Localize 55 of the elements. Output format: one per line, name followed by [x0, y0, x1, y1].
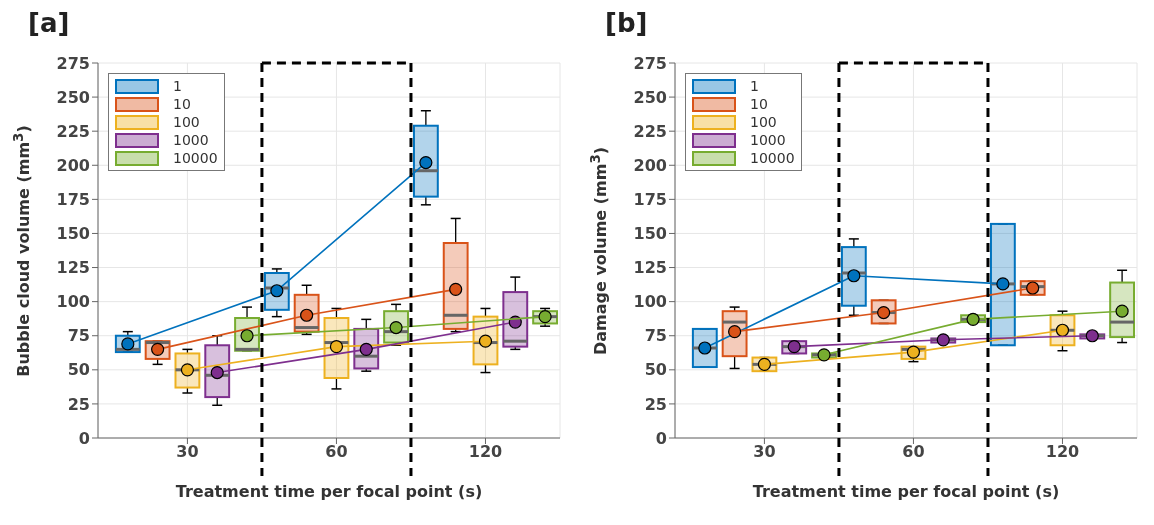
legend-label: 10000 — [173, 150, 218, 166]
y-tick-label: 225 — [633, 121, 667, 141]
point — [419, 155, 433, 170]
y-tick-label: 150 — [633, 224, 667, 244]
chart-title: [a] — [28, 8, 70, 38]
y-tick-label: 200 — [633, 155, 667, 175]
point — [1085, 329, 1099, 343]
legend-label: 1000 — [750, 132, 786, 148]
x-tick-label: 30 — [176, 442, 199, 462]
y-tick-label: 25 — [644, 394, 667, 414]
y-tick-label: 175 — [56, 190, 90, 210]
legend-label: 10 — [750, 96, 768, 112]
x-tick-label: 120 — [1045, 442, 1080, 462]
point — [1115, 304, 1129, 318]
y-tick-label: 0 — [655, 428, 667, 448]
y-tick-label: 275 — [633, 53, 667, 73]
y-tick-label: 125 — [56, 258, 90, 278]
point — [996, 277, 1010, 291]
x-axis-title: Treatment time per focal point (s) — [751, 482, 1061, 501]
point — [449, 282, 463, 296]
y-tick-label: 150 — [56, 224, 90, 244]
point — [936, 333, 950, 347]
legend-label: 100 — [750, 114, 777, 130]
y-tick-label: 250 — [633, 87, 667, 107]
y-tick-label: 125 — [633, 258, 667, 278]
legend-label: 1 — [750, 78, 759, 94]
point — [329, 340, 344, 354]
point — [966, 312, 980, 326]
x-tick-label: 120 — [468, 442, 503, 462]
y-tick-label: 100 — [56, 292, 90, 312]
legend-label: 10 — [173, 96, 191, 112]
y-tick-label: 50 — [67, 360, 90, 380]
y-tick-label: 250 — [56, 87, 90, 107]
y-tick-label: 275 — [56, 53, 90, 73]
x-tick-label: 60 — [902, 442, 925, 462]
y-tick-label: 200 — [56, 155, 90, 175]
y-tick-label: 0 — [78, 428, 90, 448]
legend-label: 10000 — [750, 150, 795, 166]
chart-title: [b] — [605, 8, 648, 38]
point — [817, 348, 831, 362]
y-tick-label: 25 — [67, 394, 90, 414]
x-axis-title: Treatment time per focal point (s) — [174, 482, 484, 501]
y-tick-label: 225 — [56, 121, 90, 141]
legend-label: 1 — [173, 78, 182, 94]
legend-label: 1000 — [173, 132, 209, 148]
y-tick-label: 75 — [644, 326, 667, 346]
x-tick-label: 60 — [325, 442, 348, 462]
x-tick-label: 30 — [753, 442, 776, 462]
point — [847, 269, 861, 283]
y-tick-label: 175 — [633, 190, 667, 210]
legend-label: 100 — [173, 114, 200, 130]
y-tick-label: 75 — [67, 326, 90, 346]
point — [906, 345, 921, 359]
y-tick-label: 100 — [633, 292, 667, 312]
y-tick-label: 50 — [644, 360, 667, 380]
